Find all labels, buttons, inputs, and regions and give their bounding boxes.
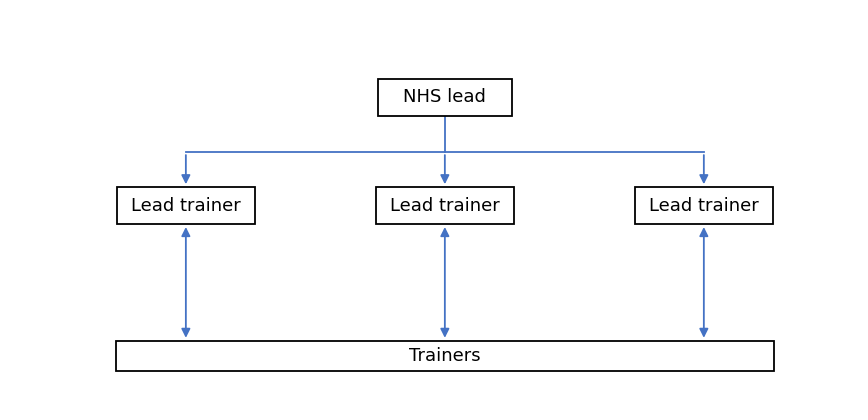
- FancyBboxPatch shape: [378, 79, 512, 116]
- Text: Trainers: Trainers: [409, 347, 481, 365]
- Text: Lead trainer: Lead trainer: [390, 197, 500, 215]
- FancyBboxPatch shape: [117, 187, 255, 224]
- Text: NHS lead: NHS lead: [404, 88, 486, 106]
- Text: Lead trainer: Lead trainer: [649, 197, 759, 215]
- FancyBboxPatch shape: [376, 187, 514, 224]
- Text: Lead trainer: Lead trainer: [131, 197, 240, 215]
- FancyBboxPatch shape: [635, 187, 773, 224]
- FancyBboxPatch shape: [116, 341, 773, 371]
